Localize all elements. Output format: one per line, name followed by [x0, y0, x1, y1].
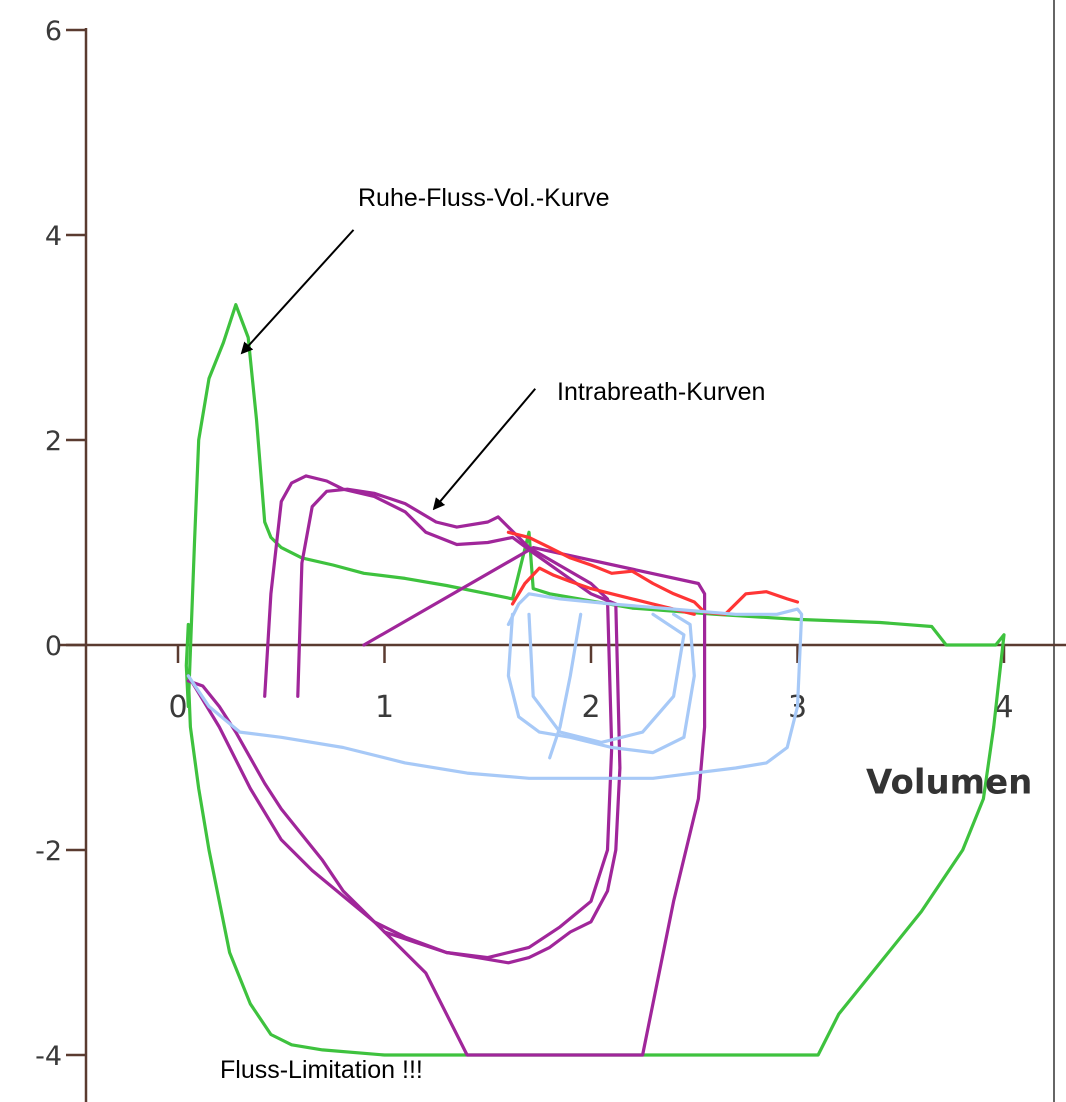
annotation-fluss-limitation: Fluss-Limitation !!!	[220, 1056, 423, 1084]
series-line-0	[184, 303, 1006, 1057]
series-line-8	[527, 612, 686, 745]
annotation-ruhe-kurve: Ruhe-Fluss-Vol.-Kurve	[358, 184, 609, 212]
annotation-arrow-ruhe	[240, 229, 355, 355]
y-tick-label: 2	[45, 426, 62, 457]
x-axis-label: Volumen	[866, 763, 1032, 803]
series-line-5	[510, 566, 696, 616]
series-line-7	[506, 612, 696, 755]
series-line-4	[506, 530, 800, 616]
series-line-3	[362, 545, 707, 1057]
y-tick-label: 6	[45, 16, 62, 47]
y-tick-label: 4	[45, 221, 62, 252]
x-tick-label: 1	[375, 690, 394, 725]
x-tick-label: 4	[994, 690, 1013, 725]
y-tick-label: -2	[35, 836, 62, 867]
series-line-2	[186, 487, 614, 960]
annotation-intrabreath-kurven: Intrabreath-Kurven	[557, 378, 765, 406]
y-tick-label: 0	[45, 631, 62, 662]
annotation-arrow-intra	[432, 388, 537, 511]
series-line-6	[186, 592, 804, 780]
y-tick-label: -4	[35, 1041, 62, 1072]
series-layer	[184, 303, 1006, 1057]
x-tick-label: 0	[168, 690, 187, 725]
series-line-9	[548, 612, 583, 760]
x-tick-label: 2	[581, 690, 600, 725]
annotations: Ruhe-Fluss-Vol.-Kurve Intrabreath-Kurven…	[220, 184, 765, 1084]
